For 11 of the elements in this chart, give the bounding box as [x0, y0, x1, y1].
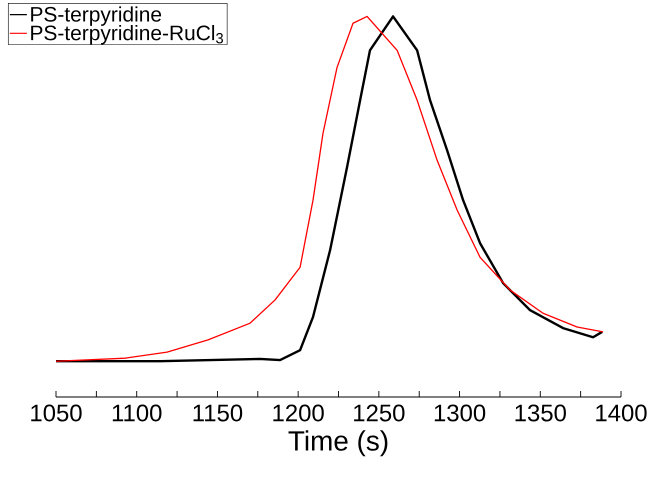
legend-label: PS-terpyridine	[31, 6, 162, 26]
x-axis-title: Time (s)	[288, 430, 388, 456]
x-tick-label: 1300	[434, 404, 486, 422]
x-tick-label: 1250	[354, 404, 405, 422]
x-tick-label: 1350	[516, 404, 566, 422]
x-tick-label: 1100	[112, 404, 162, 422]
x-tick-label: 1200	[273, 404, 324, 422]
x-tick-label: 1400	[596, 404, 647, 422]
x-tick-label: 1150	[194, 404, 242, 422]
x-tick-label: 1050	[31, 404, 82, 422]
legend-label: PS-terpyridine-RuCl$_{3}$	[31, 24, 223, 44]
